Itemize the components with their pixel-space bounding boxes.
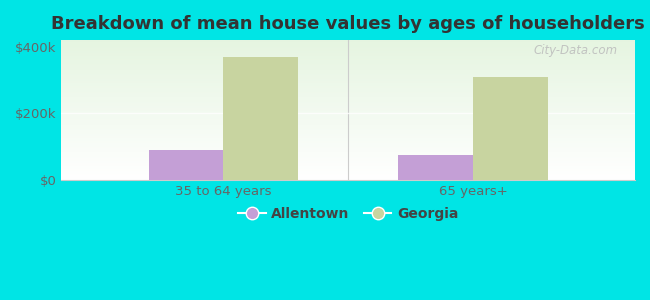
Bar (473, 77, 548, 180)
Bar (398, 155, 473, 180)
Text: City-Data.com: City-Data.com (534, 44, 618, 57)
Title: Breakdown of mean house values by ages of householders: Breakdown of mean house values by ages o… (51, 15, 645, 33)
Bar (149, 150, 224, 180)
Bar (224, 57, 298, 180)
Legend: Allentown, Georgia: Allentown, Georgia (233, 201, 464, 226)
